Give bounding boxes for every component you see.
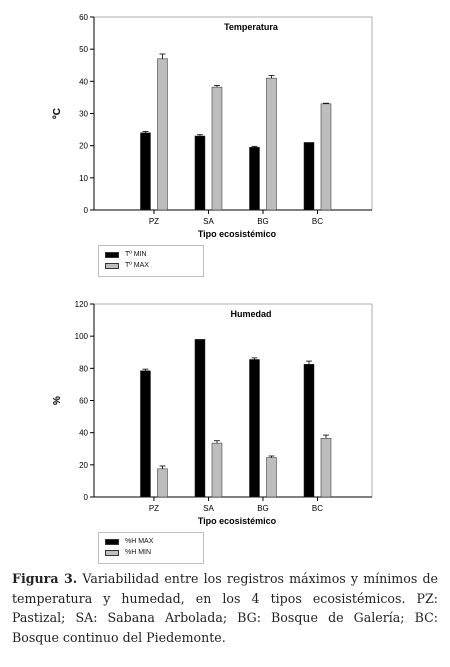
temperature-legend: Tº MIN Tº MAX [98,245,204,277]
temperature-chart-svg: 0 10 20 30 40 50 60 PZ SA BG BC Temperatura Tipo eco… [52,13,373,239]
legend-swatch-black [105,252,119,258]
x-tick-label: SA [203,504,214,513]
y-tick-label: 0 [84,206,89,215]
bar [266,457,277,498]
legend-label: %H MIN [125,549,152,556]
y-tick-label: 80 [79,364,88,373]
bar [140,132,151,211]
x-axis-label: Tipo ecosistémico [198,516,277,526]
legend-label: Tº MIN [125,251,147,258]
x-tick-label: PZ [149,504,159,513]
bar [320,438,332,498]
chart-title: Temperatura [224,22,279,32]
legend-swatch-black [105,539,119,545]
y-tick-label: 0 [84,493,89,502]
x-tick-label: BG [257,217,269,226]
bar [303,142,315,211]
y-axis-label: % [52,396,63,405]
legend-label: %H MAX [125,538,154,545]
bar [303,364,315,498]
legend-swatch-gray [105,263,119,269]
y-tick-label: 50 [79,45,88,54]
legend-swatch-gray [105,550,119,556]
bar [157,468,168,498]
y-tick-label: 60 [79,397,88,406]
humidity-chart-svg: 0 20 40 60 80 100 120 PZ SA BG BC Humedad Tipo ecosi… [52,300,373,526]
bar [211,86,223,211]
figure-caption: Figura 3. Variabilidad entre los registr… [12,569,438,647]
bar [194,339,206,498]
y-tick-label: 40 [79,429,88,438]
x-axis-label: Tipo ecosistémico [198,229,277,239]
y-tick-label: 20 [79,142,88,151]
humidity-legend: %H MAX %H MIN [98,532,204,564]
x-tick-label: PZ [149,217,159,226]
y-tick-label: 10 [79,174,88,183]
caption-line: Bosque continuo del Piedemonte. [12,629,226,645]
y-tick-label: 30 [79,110,88,119]
y-tick-label: 100 [75,332,89,341]
x-tick-label: BC [312,504,323,513]
caption-label: Figura 3. [12,571,78,586]
bar [157,58,168,211]
bar [249,147,260,211]
y-tick-label: 120 [75,300,89,309]
x-tick-label: BG [257,504,269,513]
caption-line: de temperatura y humedad, en los 4 tipos… [12,571,438,606]
legend-label: Tº MAX [125,262,149,269]
y-tick-label: 40 [79,77,88,86]
bar [266,77,277,211]
caption-line: Variabilidad entre los registros máximos… [82,571,418,586]
bar [194,135,206,211]
chart-title: Humedad [230,309,271,319]
y-tick-label: 60 [79,13,88,22]
bar [140,370,151,498]
caption-line: Pastizal; SA: Sabana Arbolada; BG: Bosqu… [12,610,438,625]
y-tick-label: 20 [79,461,88,470]
bar [320,103,332,211]
temperature-chart: 0 10 20 30 40 50 60 PZ SA BG BC Temperatura Tipo eco… [50,5,378,277]
humidity-chart: 0 20 40 60 80 100 120 PZ SA BG BC Humedad Tipo ecosi… [50,292,378,564]
bar [211,442,223,498]
bar [249,359,260,498]
x-tick-label: BC [312,217,323,226]
x-tick-label: SA [203,217,214,226]
y-axis-label: ºC [52,108,63,119]
